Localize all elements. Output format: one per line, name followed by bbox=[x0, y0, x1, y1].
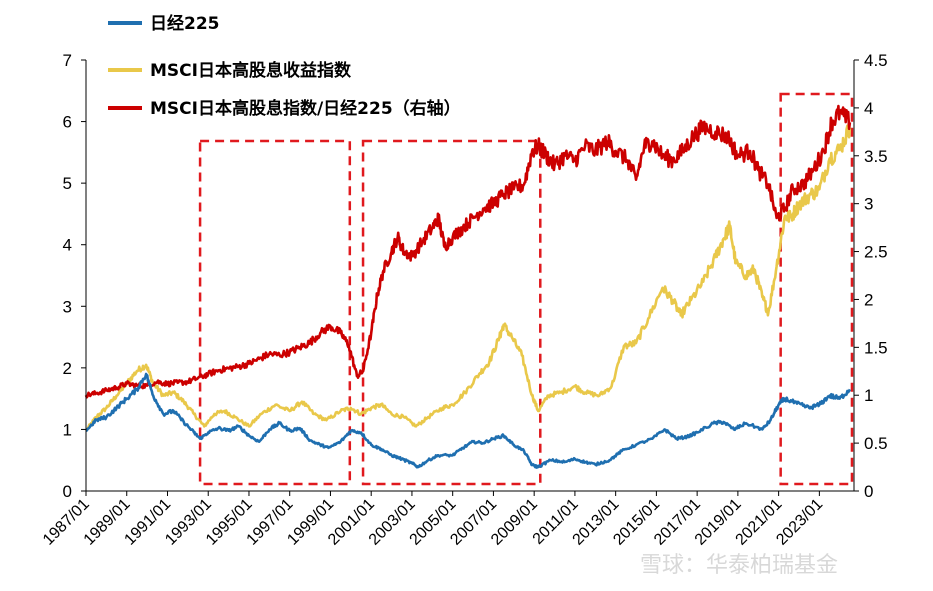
highlight-periods bbox=[198, 92, 854, 486]
left-tick-label: 1 bbox=[63, 420, 72, 439]
right-tick-label: 1.5 bbox=[864, 338, 888, 357]
watermark: 雪球：华泰柏瑞基金 bbox=[640, 553, 838, 578]
highlight-box-2 bbox=[361, 139, 542, 486]
series-line-1 bbox=[85, 372, 852, 469]
left-tick-label: 5 bbox=[63, 174, 72, 193]
highlight-box-1 bbox=[198, 139, 352, 486]
left-tick-label: 2 bbox=[63, 359, 72, 378]
left-tick-label: 6 bbox=[63, 113, 72, 132]
legend-label-3: MSCI日本高股息指数/日经225（右轴） bbox=[150, 98, 461, 119]
series-line-3 bbox=[84, 104, 852, 399]
right-tick-label: 3.5 bbox=[864, 147, 888, 166]
axes: 0123456700.511.522.533.544.51987/011989/… bbox=[40, 51, 888, 549]
left-tick-label: 0 bbox=[63, 482, 72, 501]
right-tick-label: 4 bbox=[864, 99, 873, 118]
series-lines bbox=[84, 104, 852, 469]
left-tick-label: 7 bbox=[63, 51, 72, 70]
right-tick-label: 0.5 bbox=[864, 434, 888, 453]
right-tick-label: 1 bbox=[864, 386, 873, 405]
legend-label-2: MSCI日本高股息收益指数 bbox=[150, 60, 352, 81]
watermark-text: 雪球：华泰柏瑞基金 bbox=[640, 553, 838, 578]
right-tick-label: 3 bbox=[864, 195, 873, 214]
legend: 日经225 MSCI日本高股息收益指数 MSCI日本高股息指数/日经225（右轴） bbox=[108, 13, 461, 119]
series-line-2 bbox=[84, 124, 852, 432]
highlight-box-3 bbox=[779, 92, 854, 486]
right-tick-label: 0 bbox=[864, 482, 873, 501]
legend-label-1: 日经225 bbox=[150, 13, 220, 34]
left-tick-label: 4 bbox=[63, 236, 72, 255]
left-tick-label: 3 bbox=[63, 297, 72, 316]
right-tick-label: 2 bbox=[864, 290, 873, 309]
right-tick-label: 2.5 bbox=[864, 243, 888, 262]
right-tick-label: 4.5 bbox=[864, 51, 888, 70]
